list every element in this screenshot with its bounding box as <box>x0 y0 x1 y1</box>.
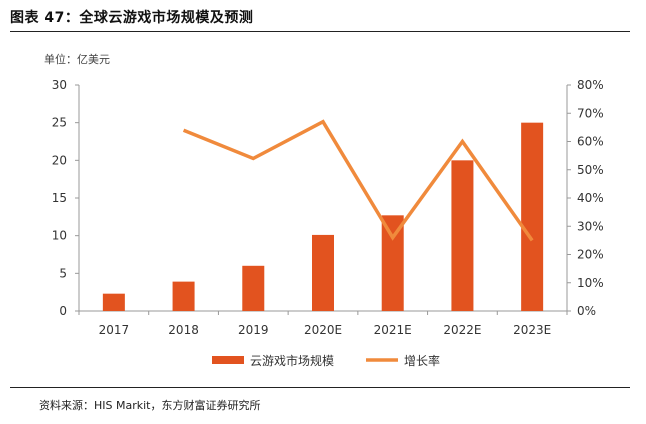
y-right-tick-label: 80% <box>577 78 604 92</box>
y-left-tick-label: 5 <box>59 266 67 280</box>
y-right-tick-label: 70% <box>577 106 604 120</box>
legend-swatch-bar <box>212 356 244 364</box>
growth-line <box>182 119 534 242</box>
y-left-tick-label: 25 <box>52 116 67 130</box>
bar <box>521 122 544 312</box>
bar <box>242 265 265 311</box>
y-left-tick-label: 0 <box>59 304 67 318</box>
x-tick-label: 2017 <box>99 323 130 337</box>
x-tick-label: 2018 <box>168 323 199 337</box>
y-left-tick-label: 10 <box>52 229 67 243</box>
legend: 云游戏市场规模 增长率 <box>212 353 440 368</box>
figure-title: 图表 47：全球云游戏市场规模及预测 <box>10 10 254 26</box>
bar <box>381 215 404 311</box>
x-tick-label: 2022E <box>443 323 481 337</box>
legend-label-bar: 云游戏市场规模 <box>250 353 334 368</box>
x-tick-label: 2023E <box>513 323 551 337</box>
bar <box>102 293 125 311</box>
unit-label: 单位：亿美元 <box>44 52 110 66</box>
y-right-tick-label: 60% <box>577 135 604 149</box>
y-left-tick-label: 20 <box>52 153 67 167</box>
x-tick-label: 2020E <box>304 323 342 337</box>
x-tick-label: 2021E <box>374 323 412 337</box>
legend-label-line: 增长率 <box>404 353 440 368</box>
y-right-tick-label: 50% <box>577 163 604 177</box>
y-right-tick-label: 20% <box>577 248 604 262</box>
title-rule <box>10 31 630 32</box>
source-rule <box>10 387 630 388</box>
y-right-tick-label: 40% <box>577 191 604 205</box>
bar <box>312 234 334 311</box>
y-right-tick-label: 30% <box>577 219 604 233</box>
bar-series <box>102 122 544 312</box>
y-right-tick-label: 0% <box>577 304 596 318</box>
y-right-tick-label: 10% <box>577 276 604 290</box>
y-left-tick-label: 15 <box>52 191 67 205</box>
bar <box>451 160 474 311</box>
y-left-tick-label: 30 <box>52 78 67 92</box>
source-note: 资料来源：HIS Markit，东方财富证券研究所 <box>39 399 261 412</box>
line-series <box>182 119 534 242</box>
x-tick-label: 2019 <box>238 323 269 337</box>
bar <box>172 281 195 311</box>
